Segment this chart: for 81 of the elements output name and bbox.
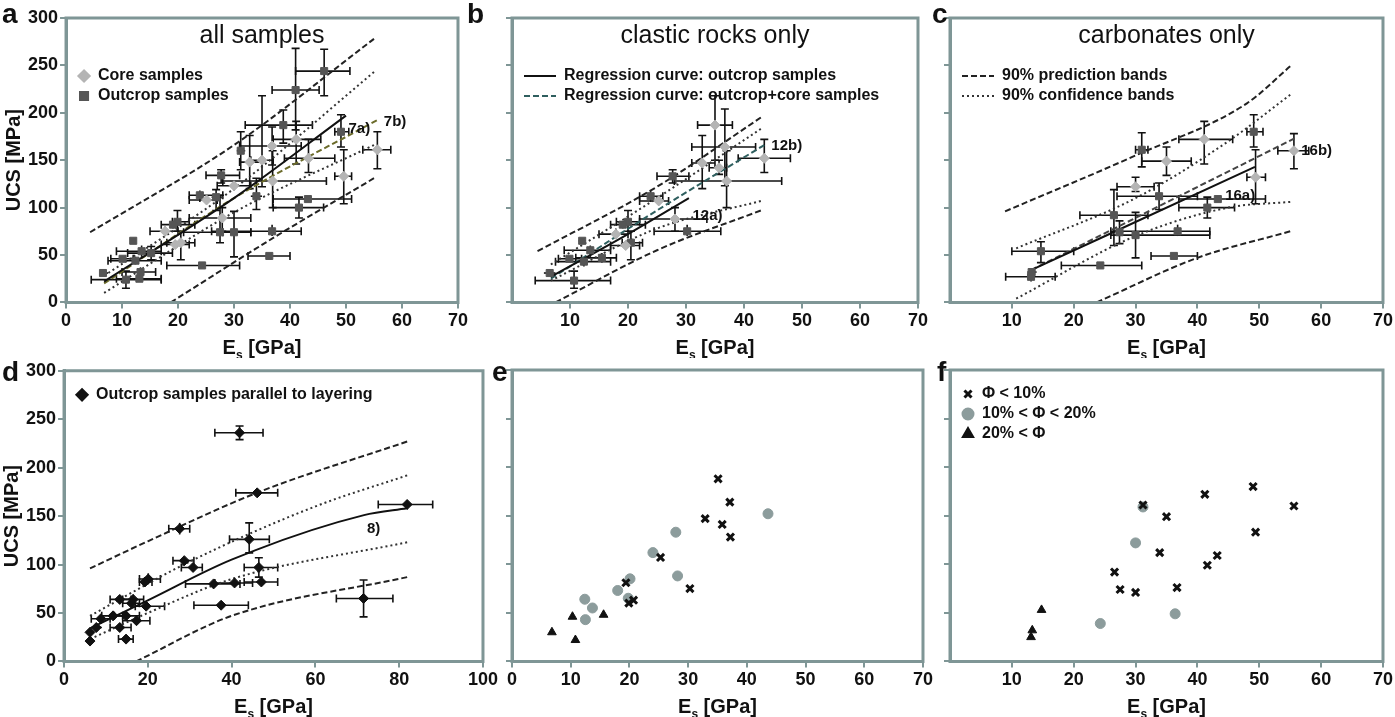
legend-label: Core samples	[98, 66, 204, 84]
text: f	[937, 355, 947, 387]
y-tick-label: 0	[48, 291, 59, 312]
y-tick-label: 150	[27, 149, 59, 170]
x-tick-label: 70	[907, 310, 928, 331]
legend-label: 90% prediction bands	[1002, 66, 1168, 84]
y-tick-label: 200	[25, 456, 57, 477]
x-tick-label: 60	[1311, 310, 1332, 331]
y-tick-label: 250	[27, 54, 59, 75]
x-tick-label: 20	[619, 669, 640, 690]
annotation: 7b)	[383, 111, 407, 129]
x-tick-label: 60	[305, 669, 326, 690]
y-tick-label: 50	[38, 243, 59, 264]
x-tick-label: 40	[736, 669, 757, 690]
x-tick-label: 50	[795, 669, 816, 690]
x-tick-label: 100	[467, 669, 499, 690]
x-tick-label: 20	[168, 310, 189, 331]
annotation: 16b)	[1301, 141, 1333, 159]
annotation: 8)	[367, 518, 381, 536]
x-tick-label: 30	[1125, 310, 1146, 331]
legend-label: Regression curve: outcrop+core samples	[564, 86, 880, 104]
x-tick-label: 10	[559, 310, 581, 331]
text: c	[932, 0, 948, 29]
x-tick-label: 40	[221, 669, 242, 690]
legend-label: 90% confidence bands	[1002, 86, 1175, 104]
x-tick-label: 20	[617, 310, 639, 331]
x-tick-label: 80	[389, 669, 410, 690]
annotation: 12b)	[771, 136, 803, 154]
x-tick-label: 40	[733, 310, 755, 331]
x-tick-label: 20	[137, 669, 158, 690]
y-tick-label: 300	[25, 359, 57, 380]
x-tick-label: 30	[1125, 669, 1146, 690]
x-tick-label: 20	[1063, 310, 1084, 331]
text: d	[2, 355, 20, 387]
y-tick-label: 250	[25, 408, 57, 429]
y-tick-label: 100	[27, 196, 59, 217]
x-tick-label: 60	[849, 310, 871, 331]
x-tick-label: 40	[1187, 669, 1208, 690]
x-tick-label: 50	[791, 310, 813, 331]
y-tick-label: 200	[27, 101, 59, 122]
x-tick-label: 40	[279, 310, 301, 331]
x-tick-label: 50	[335, 310, 357, 331]
y-axis-title: UCS [MPa]	[0, 464, 22, 568]
text: b	[467, 0, 485, 29]
text: a	[2, 0, 18, 29]
legend-label: Φ < 10%	[982, 384, 1046, 402]
x-tick-label: 60	[391, 310, 413, 331]
x-tick-label: 30	[675, 310, 697, 331]
x-tick-label: 20	[1063, 669, 1084, 690]
x-tick-label: 70	[912, 669, 933, 690]
legend-label: Outcrop samples	[98, 86, 229, 104]
x-tick-label: 10	[560, 669, 581, 690]
legend-label: 10% < Φ < 20%	[982, 404, 1096, 422]
x-tick-label: 60	[1311, 669, 1332, 690]
y-tick-label: 150	[25, 505, 57, 526]
x-tick-label: 50	[1249, 310, 1270, 331]
x-tick-label: 10	[1001, 310, 1022, 331]
x-tick-label: 60	[854, 669, 875, 690]
y-tick-label: 100	[25, 553, 57, 574]
x-tick-label: 10	[112, 310, 133, 331]
x-tick-label: 30	[678, 669, 699, 690]
y-tick-label: 0	[46, 650, 57, 671]
x-tick-label: 30	[224, 310, 245, 331]
y-axis-title: UCS [MPa]	[1, 109, 24, 212]
x-tick-label: 0	[61, 310, 72, 331]
x-tick-label: 70	[447, 310, 468, 331]
legend-label: 20% < Φ	[982, 424, 1046, 442]
text: e	[492, 355, 508, 387]
y-tick-label: 300	[27, 6, 59, 27]
chart-title: all samples	[199, 20, 325, 49]
x-tick-label: 10	[1001, 669, 1022, 690]
x-tick-label: 40	[1187, 310, 1208, 331]
legend-label: Regression curve: outcrop samples	[564, 66, 837, 84]
x-tick-label: 70	[1372, 310, 1393, 331]
legend-label: Outcrop samples parallel to layering	[96, 385, 373, 403]
x-tick-label: 50	[1249, 669, 1270, 690]
x-tick-label: 70	[1372, 669, 1393, 690]
x-tick-label: 0	[506, 669, 518, 690]
chart-title: carbonates only	[1078, 20, 1256, 49]
chart-title: clastic rocks only	[620, 20, 810, 49]
y-tick-label: 50	[36, 601, 57, 622]
